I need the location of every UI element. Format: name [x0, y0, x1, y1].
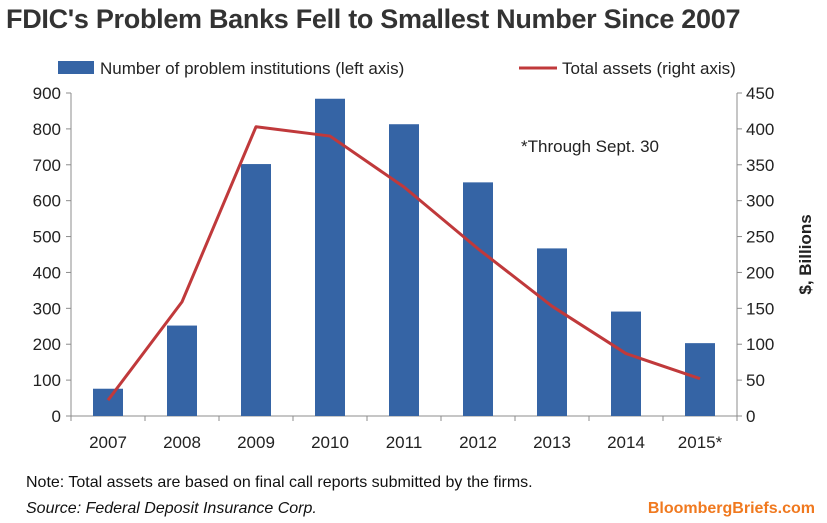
x-tick-label: 2008 — [163, 433, 201, 452]
right-tick-label: 150 — [746, 299, 774, 318]
x-tick-label: 2015* — [678, 433, 723, 452]
bar — [611, 311, 641, 416]
right-tick-label: 250 — [746, 228, 774, 247]
x-tick-label: 2014 — [607, 433, 645, 452]
left-tick-label: 300 — [33, 299, 61, 318]
x-tick-label: 2007 — [89, 433, 127, 452]
brand-logo: BloombergBriefs.com — [647, 500, 815, 517]
right-tick-label: 0 — [746, 407, 755, 426]
chart-title: FDIC's Problem Banks Fell to Smallest Nu… — [6, 4, 741, 34]
bar — [167, 325, 197, 416]
chart-source: Source: Federal Deposit Insurance Corp. — [26, 500, 317, 517]
right-tick-label: 400 — [746, 120, 774, 139]
right-tick-label: 50 — [746, 371, 765, 390]
total-assets-line — [106, 125, 701, 402]
right-tick-label: 200 — [746, 263, 774, 282]
x-tick-label: 2011 — [386, 433, 423, 452]
right-tick-label: 300 — [746, 192, 774, 211]
x-tick-label: 2010 — [311, 433, 349, 452]
left-tick-label: 0 — [52, 407, 61, 426]
x-tick-label: 2009 — [237, 433, 275, 452]
left-tick-label: 500 — [33, 228, 61, 247]
right-tick-label: 100 — [746, 335, 774, 354]
bar — [93, 388, 123, 416]
right-tick-label: 450 — [746, 84, 774, 103]
left-tick-label: 200 — [33, 335, 61, 354]
left-tick-label: 100 — [33, 371, 61, 390]
chart-note: Note: Total assets are based on final ca… — [26, 474, 533, 491]
legend-bar-swatch — [58, 61, 94, 74]
right-tick-label: 350 — [746, 156, 774, 175]
x-tick-label: 2012 — [459, 433, 497, 452]
bar — [537, 248, 567, 416]
legend-line-label: Total assets (right axis) — [562, 59, 736, 78]
legend-bar-label: Number of problem institutions (left axi… — [100, 59, 404, 78]
left-tick-label: 600 — [33, 192, 61, 211]
bar — [315, 98, 345, 417]
left-tick-label: 800 — [33, 120, 61, 139]
x-tick-label: 2013 — [533, 433, 571, 452]
left-tick-label: 700 — [33, 156, 61, 175]
bar — [241, 164, 271, 416]
chart-annotation: *Through Sept. 30 — [521, 137, 659, 156]
bar — [463, 182, 493, 416]
bar — [389, 124, 419, 417]
bar — [685, 343, 715, 416]
left-tick-label: 400 — [33, 263, 61, 282]
right-axis-label: $, Billions — [796, 214, 815, 294]
left-tick-label: 900 — [33, 84, 61, 103]
